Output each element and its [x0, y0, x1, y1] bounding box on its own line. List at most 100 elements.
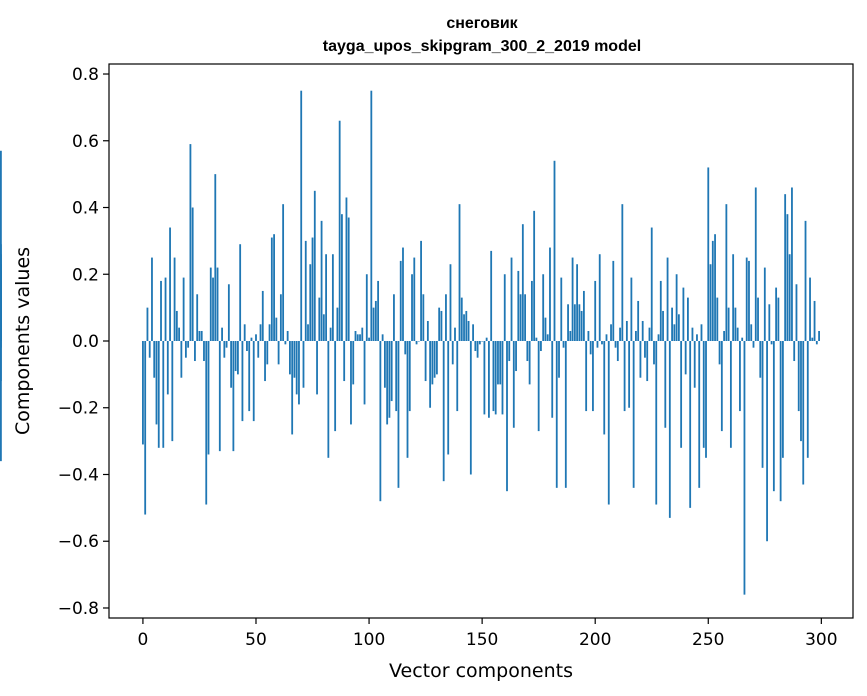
bar-component-138: [454, 327, 456, 341]
bar-component-28: [205, 341, 208, 505]
bar-component-163: [510, 257, 513, 341]
bar-component-105: [379, 341, 382, 502]
bar-component-24: [196, 294, 199, 341]
bar-component-250: [707, 167, 710, 341]
x-axis-label: Vector components: [389, 660, 573, 682]
bar-component-107: [383, 341, 386, 388]
bar-component-49: [252, 341, 255, 422]
bar-component-133: [442, 341, 445, 482]
bar-component-256: [720, 341, 723, 432]
bar-component-154: [490, 250, 493, 341]
bar-component-59: [275, 317, 278, 341]
bar-component-86: [336, 307, 339, 341]
bar-component-149: [478, 341, 481, 345]
bar-component-33: [216, 267, 219, 341]
bar-component-159: [501, 341, 504, 415]
bar-component-226: [653, 341, 655, 365]
bar-component-66: [291, 341, 294, 435]
bar-component-34: [218, 341, 221, 452]
bar-component-131: [438, 307, 441, 341]
bar-component-135: [447, 341, 450, 455]
bar-component-70: [300, 90, 303, 341]
bar-component-148: [476, 341, 479, 358]
bar-component-25: [198, 330, 201, 341]
bar-component-40: [232, 341, 235, 452]
bar-component-272: [757, 297, 759, 341]
bar-component-10: [164, 277, 167, 341]
bar-component-252: [711, 240, 714, 341]
bar-component-236: [675, 274, 678, 341]
bar-component-237: [677, 314, 680, 341]
bar-component-295: [809, 277, 811, 341]
bar-component-155: [492, 341, 495, 412]
bar-component-14: [173, 257, 176, 341]
bar-component-17: [180, 341, 183, 378]
bar-component-132: [440, 310, 443, 341]
bar-component-11: [166, 341, 169, 395]
bar-component-213: [623, 341, 626, 412]
bar-component-3: [148, 341, 151, 358]
bar-component-69: [298, 341, 300, 405]
bar-component-194: [580, 310, 583, 341]
bar-component-1: [144, 341, 147, 515]
bar-component-262: [734, 307, 737, 341]
bar-component-104: [377, 280, 380, 341]
bar-component-62: [282, 204, 285, 341]
bar-component-109: [388, 341, 391, 418]
bar-component-91: [347, 217, 350, 341]
bar-component-263: [736, 327, 739, 341]
bar-component-94: [354, 330, 357, 341]
bar-component-51: [257, 341, 260, 358]
bar-component-286: [788, 254, 791, 341]
bar-component-211: [619, 327, 621, 341]
bar-component-247: [700, 324, 703, 341]
bar-component-289: [795, 284, 798, 341]
bar-component-153: [488, 341, 490, 418]
bar-component-87: [338, 120, 341, 341]
bar-component-183: [555, 341, 558, 488]
y-tick-label: 0.6: [72, 132, 99, 152]
bar-component-293: [804, 220, 807, 341]
bar-component-13: [171, 341, 174, 442]
bar-component-undefined: [0, 341, 2, 462]
x-tick-label: 250: [692, 630, 724, 650]
bar-component-71: [302, 341, 305, 388]
bar-component-209: [614, 341, 617, 348]
bar-component-undefined: [0, 270, 2, 341]
bar-component-64: [286, 330, 289, 341]
bar-component-140: [458, 204, 461, 341]
bar-component-169: [524, 294, 526, 341]
bar-component-170: [526, 341, 529, 362]
bar-component-97: [361, 327, 364, 341]
bar-component-265: [741, 337, 744, 341]
bar-component-6: [155, 341, 158, 425]
bar-component-198: [589, 341, 592, 355]
bar-component-242: [689, 341, 692, 508]
y-axis-label: Components values: [12, 247, 34, 435]
bar-component-203: [601, 341, 603, 345]
bar-component-165: [515, 341, 517, 372]
bar-component-0: [142, 341, 144, 445]
bar-component-141: [460, 297, 463, 341]
bar-component-244: [693, 341, 696, 388]
bar-component-89: [343, 341, 346, 382]
bar-component-48: [250, 337, 253, 341]
bar-component-160: [503, 274, 506, 341]
bar-component-297: [813, 300, 816, 341]
bar-component-254: [716, 297, 719, 341]
bar-component-21: [189, 144, 192, 341]
bar-component-78: [318, 297, 321, 341]
bar-component-120: [413, 257, 416, 341]
bar-component-122: [417, 341, 420, 342]
bar-component-43: [239, 244, 242, 341]
bar-component-287: [791, 187, 793, 341]
y-tick-label: 0.4: [72, 199, 99, 219]
bar-component-239: [682, 287, 685, 341]
bar-component-168: [521, 224, 524, 341]
bar-component-9: [162, 341, 165, 448]
x-tick-label: 0: [138, 630, 149, 650]
bar-component-56: [268, 324, 271, 341]
bar-component-190: [571, 257, 574, 341]
bar-component-31: [212, 277, 214, 341]
bar-component-152: [485, 337, 488, 341]
